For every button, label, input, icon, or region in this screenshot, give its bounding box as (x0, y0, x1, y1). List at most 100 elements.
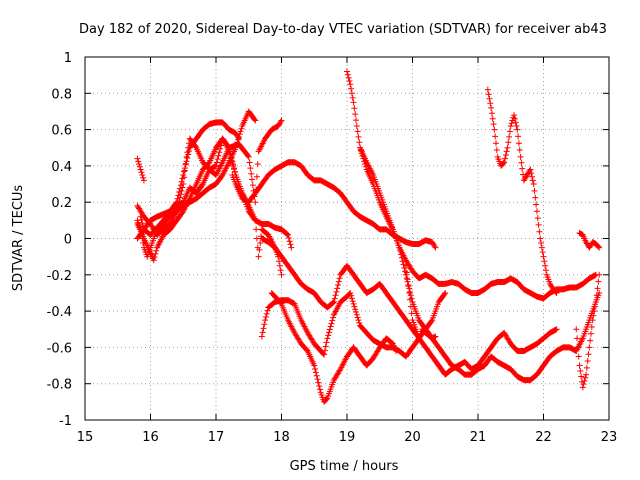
data-point (352, 111, 359, 118)
data-point (507, 122, 514, 129)
data-point (140, 223, 147, 230)
data-point (332, 292, 339, 299)
data-point (579, 384, 586, 391)
data-point (227, 154, 234, 161)
x-tick-label: 15 (77, 430, 94, 445)
data-point (502, 155, 509, 162)
data-point (529, 177, 536, 184)
data-point (351, 105, 358, 112)
data-point (150, 257, 157, 264)
data-point (408, 310, 415, 317)
data-point (540, 253, 547, 260)
data-point (595, 243, 602, 250)
data-point (441, 291, 448, 298)
y-tick-label: 1 (64, 51, 72, 66)
data-point (213, 159, 220, 166)
y-tick-label: 0 (64, 233, 72, 248)
data-point (505, 139, 512, 146)
data-point (237, 128, 244, 135)
x-tick-label: 21 (470, 430, 487, 445)
data-point (596, 271, 603, 278)
data-point (553, 289, 560, 296)
data-point (506, 128, 513, 135)
data-point (311, 362, 318, 369)
x-tick-label: 18 (273, 430, 290, 445)
data-point (276, 262, 283, 269)
data-point (264, 307, 271, 314)
y-tick-label: -1 (59, 414, 72, 429)
data-point (592, 299, 599, 306)
data-point (261, 321, 268, 328)
data-point (253, 173, 260, 180)
data-point (398, 251, 405, 258)
data-point (349, 94, 356, 101)
data-point (344, 68, 350, 75)
data-point (512, 119, 519, 126)
data-point (312, 369, 319, 376)
data-point (538, 244, 545, 251)
data-point (335, 278, 342, 285)
data-point (254, 161, 261, 168)
data-point (581, 377, 588, 384)
data-point (398, 254, 405, 261)
data-point (334, 285, 341, 292)
data-point (179, 175, 186, 182)
data-point (587, 337, 594, 344)
y-tick-label: 0.4 (51, 160, 72, 175)
data-point (222, 139, 229, 146)
data-point (175, 192, 182, 199)
data-point (246, 159, 253, 166)
data-point (262, 313, 269, 320)
data-point (513, 122, 520, 129)
axis-layer: 15 16 17 18 19 20 21 22 23 1 0.8 0.6 0.4 0.2 0 -0.2 -0.4… (47, 51, 618, 445)
data-point (552, 289, 559, 296)
data-point (177, 182, 184, 189)
data-point (492, 133, 499, 140)
data-point (504, 144, 511, 151)
series-arc-7 (229, 159, 439, 251)
chart-title: Day 182 of 2020, Sidereal Day-to-day VTE… (79, 22, 607, 37)
y-tick-label: 0.2 (51, 196, 72, 211)
data-point (537, 235, 544, 242)
data-point (356, 139, 363, 146)
data-point (407, 296, 414, 303)
data-point (259, 329, 266, 336)
x-axis-label: GPS time / hours (290, 459, 399, 474)
data-point (348, 292, 355, 299)
data-point (249, 182, 256, 189)
data-point (583, 364, 590, 371)
data-point (152, 250, 159, 257)
data-point (251, 116, 258, 123)
data-point (488, 110, 495, 117)
data-point (347, 289, 354, 296)
data-point (136, 163, 143, 170)
data-point (226, 148, 233, 155)
data-point (278, 271, 285, 278)
series-arc-13 (402, 262, 560, 378)
data-point (134, 155, 141, 162)
data-point (515, 133, 522, 140)
data-point (353, 122, 360, 129)
series-arc-14 (484, 86, 560, 296)
data-point (185, 151, 192, 158)
data-point (573, 326, 580, 333)
data-point (517, 153, 524, 160)
data-point (262, 317, 269, 324)
data-point (519, 165, 526, 172)
data-point (406, 289, 413, 296)
y-tick-label: -0.8 (47, 378, 72, 393)
x-tick-label: 22 (535, 430, 552, 445)
data-point (247, 165, 254, 172)
data-point (325, 329, 332, 336)
data-point (217, 145, 224, 152)
series-arc-2 (134, 155, 147, 184)
data-point (587, 330, 594, 337)
data-point (324, 335, 331, 342)
data-point (325, 332, 332, 339)
data-point (538, 240, 545, 247)
data-point (215, 152, 222, 159)
data-point (253, 226, 260, 233)
data-point (585, 351, 592, 358)
data-point (313, 372, 320, 379)
data-point (397, 247, 404, 254)
